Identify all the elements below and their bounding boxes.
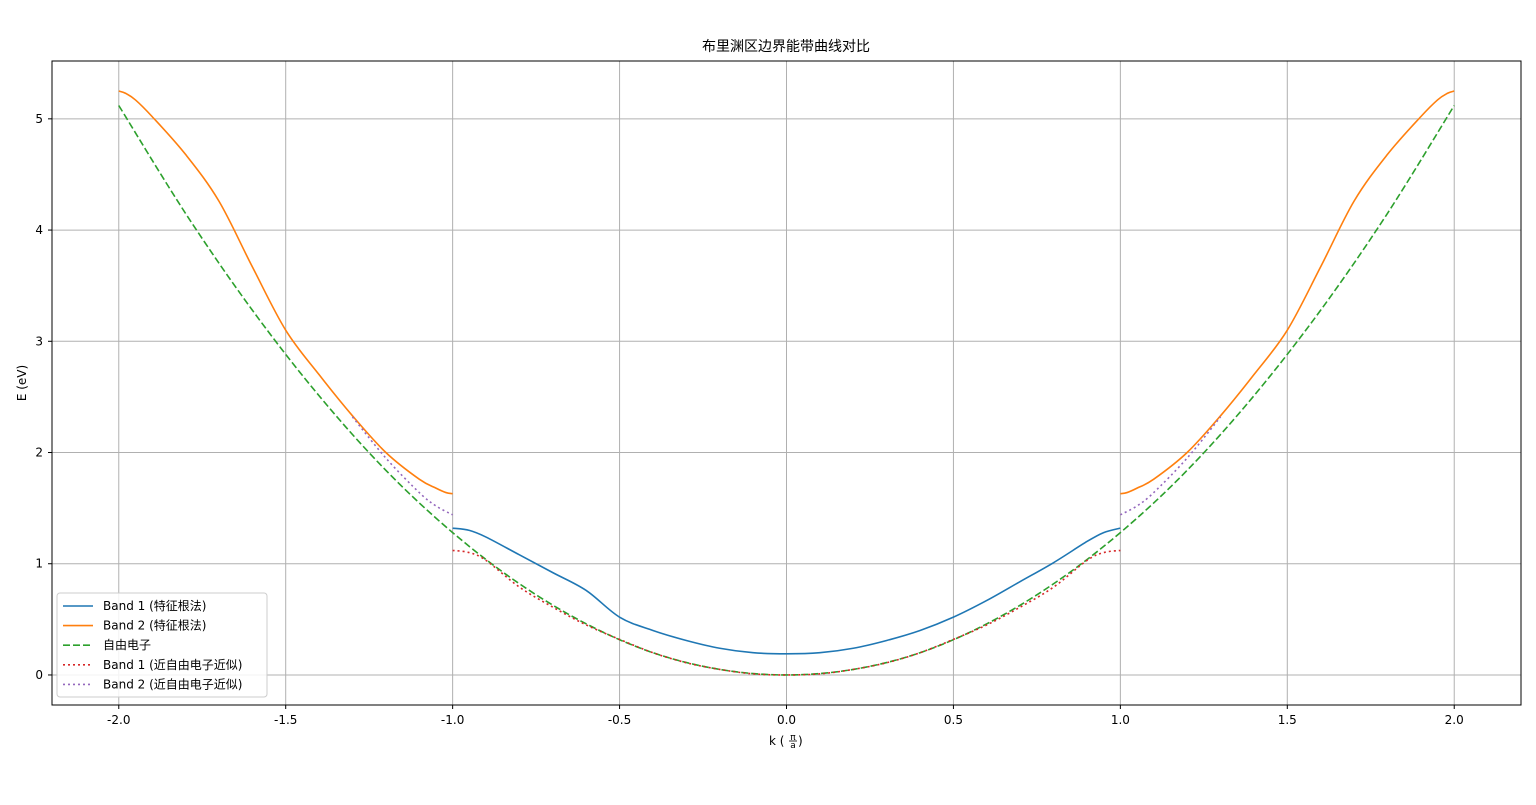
x-axis-label-prefix: k ( xyxy=(769,734,784,748)
legend-label: 自由电子 xyxy=(103,638,151,652)
chart-title: 布里渊区边界能带曲线对比 xyxy=(702,39,870,55)
legend-label: Band 1 (近自由电子近似) xyxy=(103,658,242,672)
series-line xyxy=(1120,90,1455,495)
legend: Band 1 (特征根法) Band 2 (特征根法) 自由电子 Band 1 (近自… xyxy=(56,592,268,698)
series-line xyxy=(1119,416,1222,516)
y-tick-label: 5 xyxy=(35,112,43,126)
series-1 xyxy=(452,527,1121,655)
x-tick-label: 2.0 xyxy=(1445,713,1464,727)
y-tick-label: 1 xyxy=(35,557,43,571)
series-4 xyxy=(452,549,1121,676)
axis-ticks: -2.0 -1.5 -1.0 -0.5 0.0 0.5 1.0 1.5 2.0 0 1 2 3 4 5 xyxy=(35,112,1463,727)
x-tick-label: -0.5 xyxy=(608,713,631,727)
x-tick-label: -1.5 xyxy=(274,713,297,727)
y-tick-label: 0 xyxy=(35,668,43,682)
x-axis-label-suffix: ) xyxy=(798,734,803,748)
x-tick-label: 1.0 xyxy=(1111,713,1130,727)
y-tick-label: 2 xyxy=(35,446,43,460)
legend-label: Band 2 (特征根法) xyxy=(103,618,206,633)
series-5 xyxy=(351,416,1222,516)
x-axis-label-denominator: a xyxy=(790,741,796,751)
x-tick-label: 1.5 xyxy=(1278,713,1297,727)
series-layer xyxy=(118,90,1455,676)
grid-lines xyxy=(52,61,1521,705)
series-line xyxy=(118,90,453,495)
x-axis-label-numerator: π xyxy=(790,733,796,743)
series-line xyxy=(351,416,454,516)
series-2 xyxy=(118,90,1455,495)
series-line xyxy=(118,105,1455,676)
x-tick-label: 0.0 xyxy=(777,713,796,727)
x-tick-label: -2.0 xyxy=(107,713,130,727)
y-axis-label: E (eV) xyxy=(15,365,29,401)
x-axis-label: k ( π a ) xyxy=(769,733,803,751)
series-3 xyxy=(118,105,1455,676)
legend-box xyxy=(56,592,268,698)
y-tick-label: 3 xyxy=(35,334,43,348)
series-line xyxy=(452,527,1121,655)
x-tick-label: -1.0 xyxy=(441,713,464,727)
legend-label: Band 1 (特征根法) xyxy=(103,598,206,613)
series-line xyxy=(452,549,1121,676)
y-tick-label: 4 xyxy=(35,223,43,237)
x-tick-label: 0.5 xyxy=(944,713,963,727)
legend-label: Band 2 (近自由电子近似) xyxy=(103,677,242,691)
